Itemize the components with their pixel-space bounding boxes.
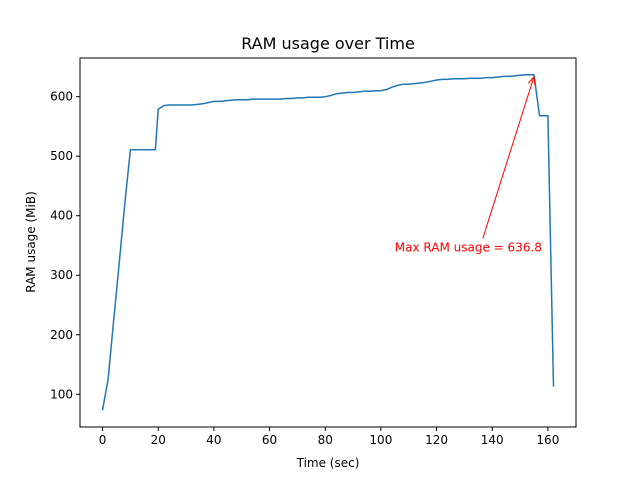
y-tick-label: 600 — [50, 90, 73, 104]
ram-usage-line — [101, 74, 555, 411]
annotation-arrowhead — [527, 75, 536, 86]
x-tick-label: 80 — [318, 433, 333, 447]
x-tick-label: 160 — [536, 433, 559, 447]
x-tick-label: 140 — [481, 433, 504, 447]
x-tick-label: 60 — [262, 433, 277, 447]
annotation-arrow — [482, 76, 535, 239]
y-tick-label: 500 — [50, 149, 73, 163]
x-tick-label: 20 — [151, 433, 166, 447]
y-tick-label: 100 — [50, 387, 73, 401]
x-tick-label: 100 — [369, 433, 392, 447]
y-axis-label: RAM usage (MiB) — [24, 191, 38, 293]
y-tick-label: 200 — [50, 328, 73, 342]
x-tick-label: 120 — [425, 433, 448, 447]
y-axis-ticks: 100 200 300 400 500 600 — [50, 90, 80, 401]
annotation-layer: Max RAM usage = 636.8 — [395, 75, 542, 254]
x-axis-ticks: 0 20 40 60 80 100 120 140 160 — [99, 427, 559, 447]
plot-area — [79, 57, 577, 428]
chart-title: RAM usage over Time — [241, 34, 415, 53]
y-tick-label: 300 — [50, 268, 73, 282]
y-tick-label: 400 — [50, 209, 73, 223]
x-tick-label: 40 — [206, 433, 221, 447]
x-tick-label: 0 — [99, 433, 107, 447]
plot-frame — [79, 57, 577, 428]
x-axis-label: Time (sec) — [296, 456, 360, 470]
annotation-text: Max RAM usage = 636.8 — [395, 240, 542, 254]
series-layer — [101, 74, 555, 411]
